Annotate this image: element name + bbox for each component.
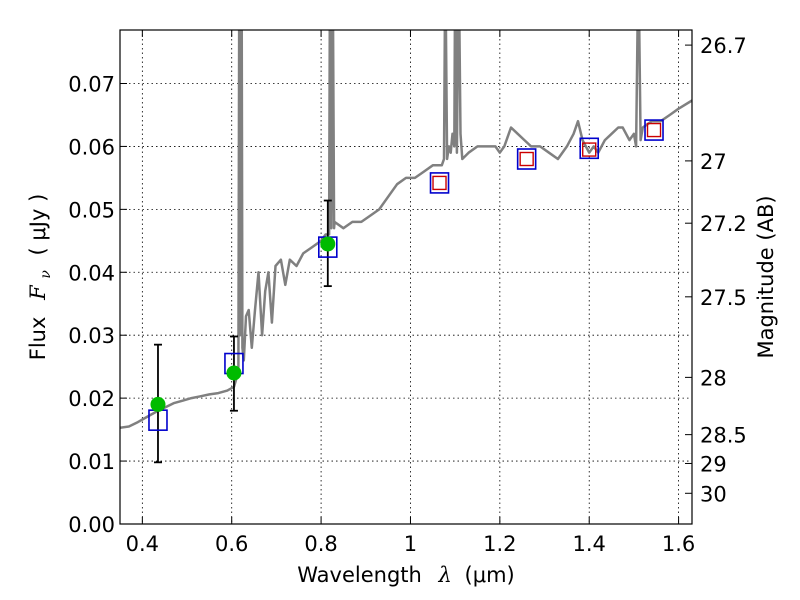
- y-tick-label: 0.04: [68, 261, 115, 285]
- y-tick-label: 0.00: [68, 513, 115, 537]
- blue-square-marker: [516, 148, 537, 170]
- red-square-marker: [646, 122, 662, 138]
- x-tick-label: 0.4: [126, 532, 159, 556]
- y-tick-label: 0.05: [68, 198, 115, 222]
- x-tick-label: 1: [404, 532, 417, 556]
- grid-lines: [120, 30, 692, 525]
- red-square-marker: [519, 151, 534, 167]
- y2-axis-title: Magnitude (AB): [754, 195, 778, 358]
- x-tick-label: 1.6: [662, 532, 695, 556]
- y-tick-label: 0.01: [68, 450, 115, 474]
- series-layer: [120, 30, 692, 464]
- y-tick-label: 0.02: [68, 387, 115, 411]
- y-tick-labels: 0.00 0.01 0.02 0.03 0.04 0.05 0.06 0.07: [68, 72, 115, 537]
- y2-tick-label: 27: [700, 150, 727, 174]
- x-tick-label: 1.2: [483, 532, 516, 556]
- green-data-point: [226, 365, 242, 381]
- y2-tick-label: 28.5: [700, 424, 747, 448]
- tick-marks: [120, 30, 692, 525]
- x-tick-label: 0.8: [304, 532, 337, 556]
- y-tick-label: 0.03: [68, 324, 115, 348]
- blue-square-marker: [644, 119, 664, 141]
- y2-tick-label: 29: [700, 452, 727, 476]
- spectrum-line: [120, 30, 692, 429]
- x-tick-labels: 0.4 0.6 0.8 1 1.2 1.4 1.6: [126, 532, 696, 556]
- red-square-marker: [582, 142, 597, 157]
- x-tick-label: 0.6: [215, 532, 248, 556]
- y2-tick-label: 26.7: [700, 34, 747, 58]
- blue-square-marker: [429, 172, 450, 194]
- green-data-point: [320, 236, 336, 252]
- y2-tick-labels: 30 29 28.5 28 27.5 27.2 27 26.7: [700, 34, 747, 506]
- x-tick-label: 1.4: [573, 532, 606, 556]
- red-square-marker: [432, 175, 447, 191]
- y-tick-label: 0.07: [68, 72, 115, 96]
- y2-tick-label: 27.2: [700, 212, 747, 236]
- y2-tick-label: 30: [700, 482, 727, 506]
- y-axis-title: Flux F ν ( μJy ): [26, 194, 55, 361]
- y2-tick-label: 27.5: [700, 286, 747, 310]
- x-axis-title: Wavelength λ (μm): [297, 563, 514, 587]
- y-tick-label: 0.06: [68, 135, 115, 159]
- y2-tick-label: 28: [700, 366, 727, 390]
- blue-square-marker: [579, 137, 600, 160]
- plot-frame: [119, 29, 693, 525]
- green-data-point: [150, 396, 166, 412]
